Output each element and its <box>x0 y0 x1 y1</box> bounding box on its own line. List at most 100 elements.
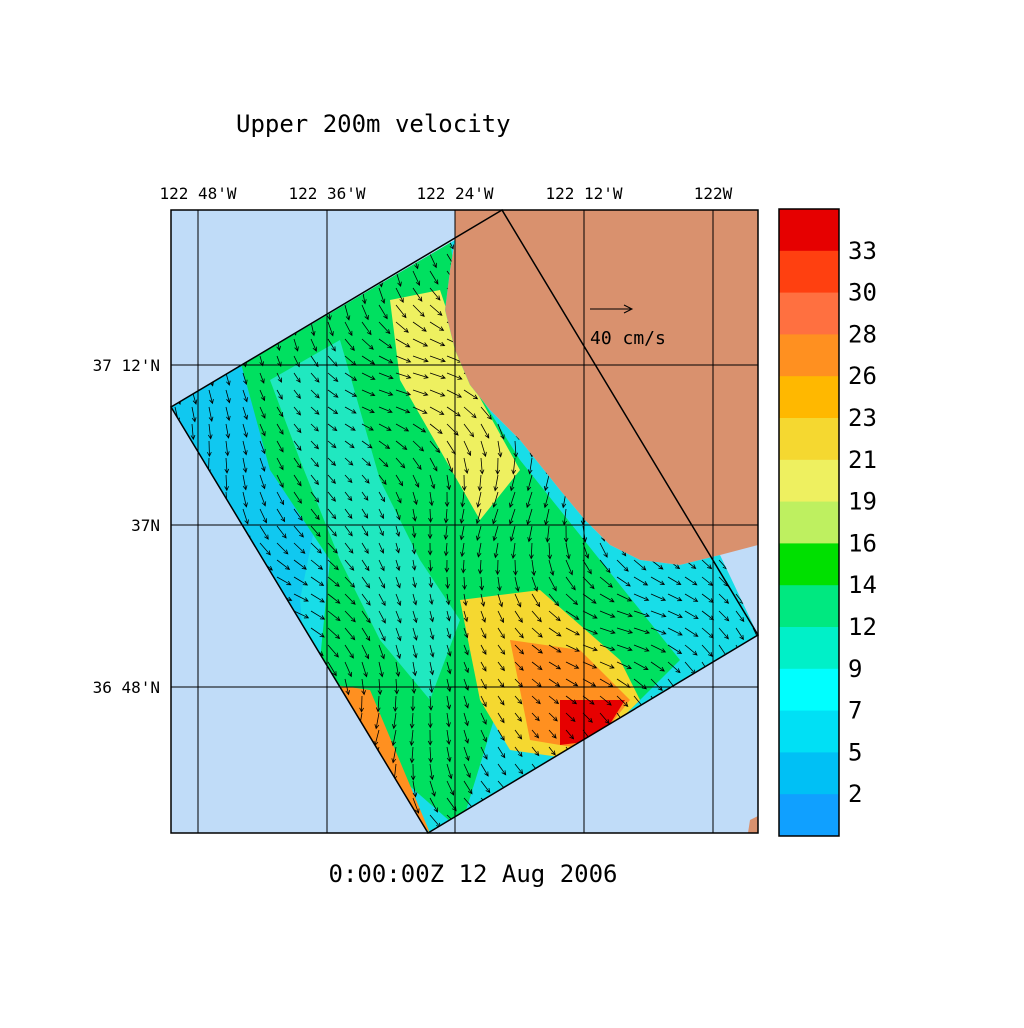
velocity-arrow <box>459 525 465 541</box>
velocity-arrow <box>526 491 533 509</box>
colorbar-label: 12 <box>848 613 877 641</box>
velocity-arrow <box>477 474 483 492</box>
velocity-arrow <box>395 831 406 833</box>
velocity-arrow <box>412 661 418 677</box>
velocity-arrow <box>461 474 467 492</box>
velocity-arrow <box>310 525 321 538</box>
velocity-arrow <box>310 457 320 468</box>
velocity-arrow <box>701 576 714 586</box>
velocity-arrow <box>684 644 698 656</box>
velocity-arrow <box>718 593 730 604</box>
colorbar-label: 5 <box>848 738 862 766</box>
velocity-arrow <box>276 372 282 383</box>
velocity-arrow <box>327 338 336 352</box>
velocity-arrow <box>599 661 615 669</box>
velocity-arrow <box>463 729 470 744</box>
velocity-arrow <box>527 457 533 475</box>
velocity-arrow <box>361 457 372 467</box>
velocity-arrow <box>463 661 469 674</box>
velocity-arrow <box>463 695 469 709</box>
velocity-arrow <box>361 576 371 589</box>
velocity-arrow <box>395 338 411 348</box>
velocity-arrow <box>224 474 229 492</box>
velocity-arrow <box>395 644 402 660</box>
velocity-arrow <box>463 406 477 419</box>
velocity-arrow <box>293 474 302 487</box>
velocity-arrow <box>190 423 196 441</box>
colorbar-label: 21 <box>848 446 877 474</box>
velocity-arrow <box>565 729 575 740</box>
velocity-arrow <box>527 525 533 543</box>
velocity-arrow <box>276 406 284 418</box>
velocity-arrow <box>412 338 429 347</box>
velocity-arrow <box>445 576 450 590</box>
velocity-arrow <box>412 644 418 659</box>
velocity-arrow <box>225 406 231 422</box>
velocity-arrow <box>531 593 541 608</box>
velocity-arrow <box>565 695 578 705</box>
velocity-arrow <box>446 678 452 693</box>
velocity-arrow <box>667 610 683 618</box>
velocity-arrow <box>412 627 418 641</box>
velocity-arrow <box>508 491 516 508</box>
velocity-arrow <box>429 253 437 269</box>
velocity-arrow <box>378 661 384 678</box>
colorbar-label: 7 <box>848 697 862 725</box>
velocity-arrow <box>327 508 337 520</box>
velocity-arrow <box>480 780 491 794</box>
velocity-arrow <box>462 576 467 591</box>
velocity-arrow <box>378 491 386 503</box>
velocity-arrow <box>327 457 337 466</box>
velocity-arrow <box>531 746 540 757</box>
velocity-arrow <box>429 457 438 472</box>
velocity-arrow <box>412 610 418 624</box>
velocity-arrow <box>633 661 649 671</box>
velocity-arrow <box>395 440 408 451</box>
velocity-arrow <box>429 780 436 797</box>
velocity-arrow <box>428 559 433 572</box>
velocity-arrow <box>378 610 386 624</box>
velocity-arrow <box>616 661 632 670</box>
velocity-arrow <box>276 576 292 586</box>
velocity-arrow <box>667 644 683 654</box>
velocity-arrow <box>497 695 505 706</box>
velocity-arrow <box>225 423 231 439</box>
velocity-arrow <box>259 508 267 524</box>
velocity-arrow <box>327 610 341 622</box>
velocity-arrow <box>293 559 307 570</box>
velocity-arrow <box>242 423 248 438</box>
velocity-arrow <box>412 304 425 317</box>
velocity-arrow <box>463 440 472 457</box>
velocity-arrow <box>582 695 595 705</box>
velocity-arrow <box>374 712 380 730</box>
velocity-arrow <box>429 321 445 331</box>
velocity-arrow <box>225 389 231 404</box>
velocity-arrow <box>359 695 364 713</box>
velocity-arrow <box>495 457 501 475</box>
velocity-arrow <box>480 627 487 639</box>
velocity-arrow <box>650 627 667 635</box>
velocity-arrow <box>344 338 355 351</box>
colorbar: 33 30 28 26 23 21 19 16 14 12 9 7 5 2 <box>778 208 877 837</box>
velocity-arrow <box>480 423 490 439</box>
velocity-arrow <box>409 712 415 729</box>
velocity-arrow <box>378 644 385 660</box>
velocity-arrow <box>429 678 434 694</box>
velocity-arrow <box>412 287 423 302</box>
velocity-arrow <box>344 389 358 397</box>
velocity-arrow <box>361 644 370 660</box>
velocity-arrow <box>446 610 451 622</box>
velocity-arrow <box>446 474 452 491</box>
colorbar-band <box>779 250 839 294</box>
velocity-arrow <box>375 695 381 713</box>
velocity-arrow <box>446 406 461 417</box>
velocity-arrow <box>616 559 629 572</box>
velocity-arrow <box>514 763 524 775</box>
velocity-arrow <box>412 780 418 798</box>
velocity-arrow <box>344 542 354 554</box>
velocity-arrow <box>409 746 415 764</box>
velocity-arrow <box>310 474 320 486</box>
velocity-arrow <box>479 576 485 591</box>
velocity-arrow <box>480 763 489 777</box>
velocity-arrow <box>429 661 435 676</box>
